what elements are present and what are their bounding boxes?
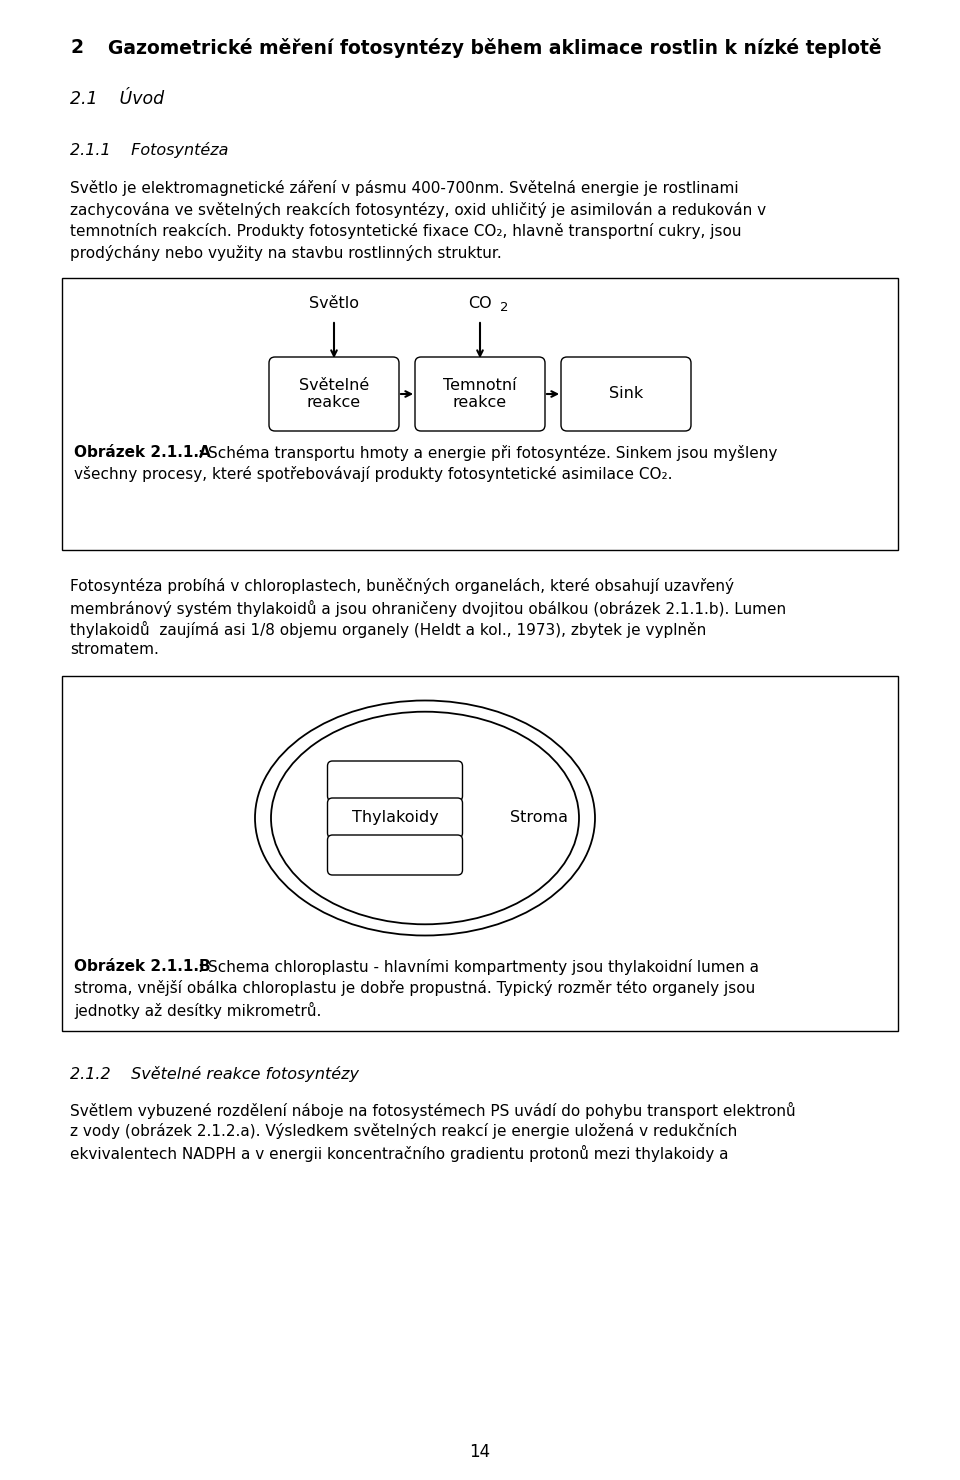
- Text: : Schéma transportu hmoty a energie při fotosyntéze. Sinkem jsou myšleny: : Schéma transportu hmoty a energie při …: [199, 445, 778, 460]
- Text: Světlo: Světlo: [309, 296, 359, 311]
- Text: z vody (obrázek 2.1.2.a). Výsledkem světelných reakcí je energie uložená v reduk: z vody (obrázek 2.1.2.a). Výsledkem svět…: [70, 1123, 737, 1140]
- Text: Sink: Sink: [609, 386, 643, 401]
- Text: ekvivalentech NADPH a v energii koncentračního gradientu protonů mezi thylakoidy: ekvivalentech NADPH a v energii koncentr…: [70, 1146, 729, 1162]
- Text: prodýchány nebo využity na stavbu rostlinných struktur.: prodýchány nebo využity na stavbu rostli…: [70, 244, 502, 260]
- Text: Temnotní
reakce: Temnotní reakce: [444, 377, 516, 410]
- Ellipse shape: [271, 712, 579, 925]
- Text: temnotních reakcích. Produkty fotosyntetické fixace CO₂, hlavně transportní cukr: temnotních reakcích. Produkty fotosyntet…: [70, 223, 741, 238]
- Text: : Schema chloroplastu - hlavními kompartmenty jsou thylakoidní lumen a: : Schema chloroplastu - hlavními kompart…: [199, 959, 759, 975]
- Ellipse shape: [255, 700, 595, 935]
- Text: 2: 2: [500, 300, 509, 314]
- Text: stroma, vnější obálka chloroplastu je dobře propustná. Typický rozměr této organ: stroma, vnější obálka chloroplastu je do…: [74, 980, 756, 996]
- Text: jednotky až desítky mikrometrů.: jednotky až desítky mikrometrů.: [74, 1002, 322, 1020]
- Text: Obrázek 2.1.1.B: Obrázek 2.1.1.B: [74, 959, 210, 974]
- Text: všechny procesy, které spotřebovávají produkty fotosyntetické asimilace CO₂.: všechny procesy, které spotřebovávají pr…: [74, 466, 673, 482]
- Text: 2.1    Úvod: 2.1 Úvod: [70, 90, 164, 108]
- Text: 2: 2: [70, 38, 83, 58]
- FancyBboxPatch shape: [561, 357, 691, 431]
- Text: 14: 14: [469, 1443, 491, 1461]
- Text: membránový systém thylakoidů a jsou ohraničeny dvojitou obálkou (obrázek 2.1.1.b: membránový systém thylakoidů a jsou ohra…: [70, 599, 786, 617]
- Text: Obrázek 2.1.1.A: Obrázek 2.1.1.A: [74, 445, 211, 460]
- Text: CO: CO: [468, 296, 492, 311]
- FancyBboxPatch shape: [415, 357, 545, 431]
- Text: 2.1.2    Světelné reakce fotosyntézy: 2.1.2 Světelné reakce fotosyntézy: [70, 1066, 359, 1082]
- Text: Fotosyntéza probíhá v chloroplastech, buněčných organelách, které obsahují uzavř: Fotosyntéza probíhá v chloroplastech, bu…: [70, 579, 734, 593]
- Text: Thylakoidy: Thylakoidy: [351, 811, 439, 826]
- Text: 2.1.1    Fotosyntéza: 2.1.1 Fotosyntéza: [70, 142, 228, 158]
- FancyBboxPatch shape: [327, 761, 463, 801]
- Text: stromatem.: stromatem.: [70, 642, 158, 657]
- Bar: [62, 278, 898, 551]
- Text: thylakoidů  zaujímá asi 1/8 objemu organely (Heldt a kol., 1973), zbytek je vypl: thylakoidů zaujímá asi 1/8 objemu organe…: [70, 622, 707, 638]
- Text: Světlo je elektromagnetické záření v pásmu 400-700nm. Světelná energie je rostli: Světlo je elektromagnetické záření v pás…: [70, 181, 738, 195]
- Text: Gazometrické měření fotosyntézy během aklimace rostlin k nízké teplotě: Gazometrické měření fotosyntézy během ak…: [108, 38, 881, 58]
- Text: Stroma: Stroma: [510, 811, 567, 826]
- Text: Světelné
reakce: Světelné reakce: [299, 377, 370, 410]
- Text: zachycována ve světelných reakcích fotosyntézy, oxid uhličitý je asimilován a re: zachycována ve světelných reakcích fotos…: [70, 201, 766, 218]
- FancyBboxPatch shape: [327, 798, 463, 838]
- Text: Světlem vybuzené rozdělení náboje na fotosystémech PS uvádí do pohybu transport : Světlem vybuzené rozdělení náboje na fot…: [70, 1103, 796, 1119]
- FancyBboxPatch shape: [327, 835, 463, 875]
- FancyBboxPatch shape: [269, 357, 399, 431]
- Bar: [62, 676, 898, 1032]
